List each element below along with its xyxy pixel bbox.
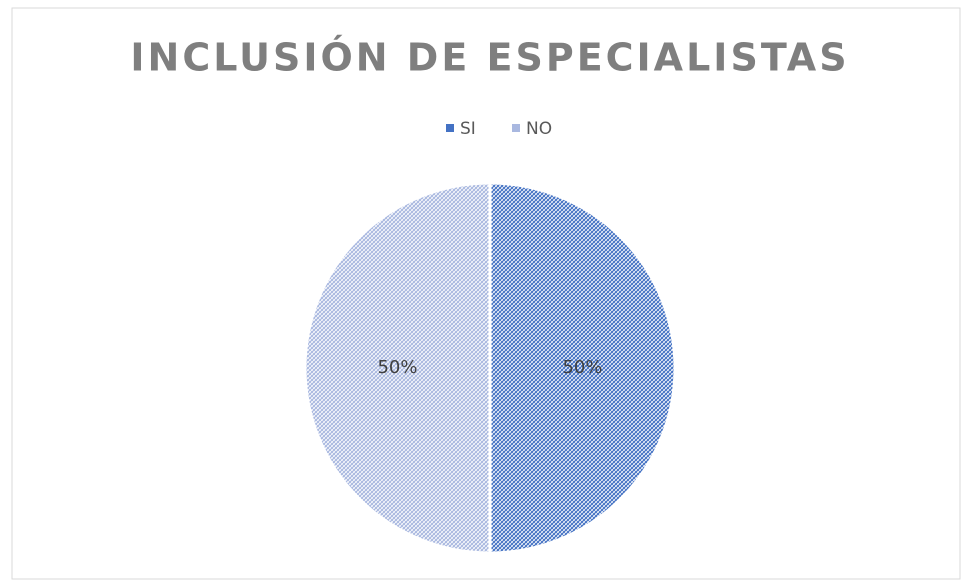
legend-label: SI — [460, 119, 476, 139]
data-label: 50% — [562, 357, 602, 378]
data-label: 50% — [377, 357, 417, 378]
pie-slice — [488, 181, 677, 555]
chart-title: INCLUSIÓN DE ESPECIALISTAS — [130, 36, 849, 80]
legend-label: NO — [526, 119, 552, 139]
pie-slice — [303, 181, 492, 555]
legend-swatch — [512, 124, 520, 132]
legend-swatch — [446, 124, 454, 132]
